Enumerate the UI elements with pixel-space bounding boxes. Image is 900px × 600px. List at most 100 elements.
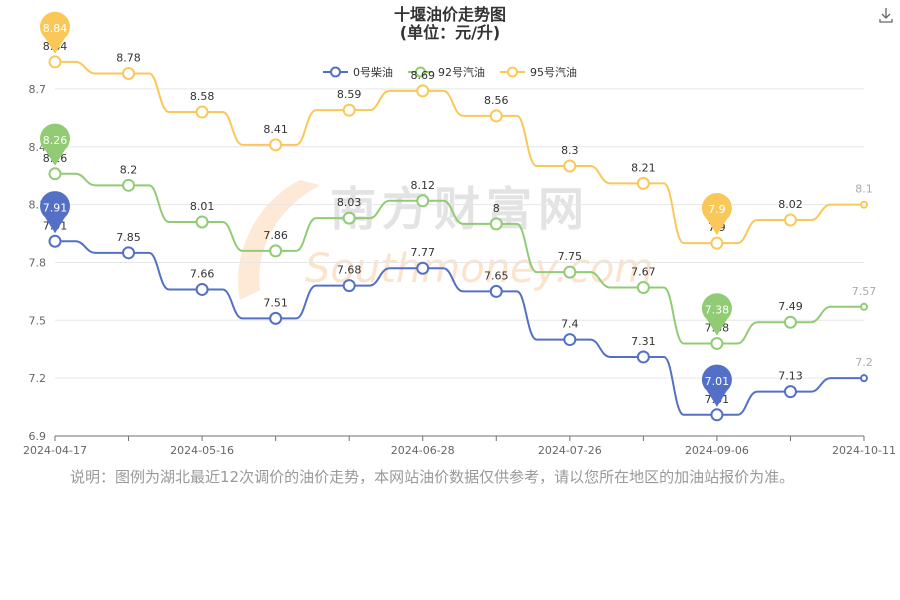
data-point[interactable]	[122, 178, 136, 192]
grid: 6.97.27.57.88.18.48.7	[29, 83, 864, 443]
pin-label: 8.84	[43, 22, 68, 35]
legend: 0号柴油 92号汽油 95号汽油	[323, 65, 577, 79]
data-label: 8.02	[778, 198, 803, 211]
data-label: 7.65	[484, 269, 509, 282]
data-label: 7.86	[263, 229, 288, 242]
data-point[interactable]	[860, 302, 868, 311]
data-label: 7.49	[778, 300, 803, 313]
data-label: 7.4	[561, 318, 579, 331]
data-label: 7.51	[263, 296, 288, 309]
data-point[interactable]	[783, 385, 797, 399]
pin-label: 7.01	[705, 375, 730, 388]
series-group: 7.91 7.85 7.66 7.51 7.68 7.77 7.65 7.4 7.31 7.01 7…	[43, 40, 877, 422]
data-label: 8.03	[337, 196, 362, 209]
download-icon[interactable]	[877, 6, 895, 24]
data-point[interactable]	[48, 167, 62, 181]
pin-max	[40, 191, 70, 234]
data-point[interactable]	[342, 103, 356, 117]
pin-label: 7.91	[43, 201, 68, 214]
x-tick-label: 2024-07-26	[538, 444, 602, 457]
data-point[interactable]	[342, 211, 356, 225]
pin-min	[701, 364, 732, 407]
data-point[interactable]	[489, 284, 503, 298]
data-label: 8.59	[337, 88, 362, 101]
data-point[interactable]	[122, 246, 136, 260]
pin-max	[40, 11, 71, 54]
data-point[interactable]	[636, 176, 650, 190]
legend-label[interactable]: 0号柴油	[353, 65, 393, 79]
data-point[interactable]	[48, 55, 62, 69]
data-label: 8.1	[855, 183, 873, 196]
data-label: 7.67	[631, 266, 656, 279]
legend-label[interactable]: 95号汽油	[530, 65, 577, 79]
data-point[interactable]	[636, 350, 650, 364]
watermark-url: Southmoney.com	[305, 246, 653, 292]
data-point[interactable]	[710, 336, 724, 350]
data-point[interactable]	[269, 244, 283, 258]
data-label: 8.56	[484, 94, 509, 107]
data-label: 7.75	[558, 250, 583, 263]
data-point[interactable]	[122, 66, 136, 80]
data-point[interactable]	[563, 265, 577, 279]
y-tick-label: 7.5	[29, 314, 47, 327]
watermark: 南方财富网 Southmoney.com	[238, 180, 653, 300]
data-label: 7.13	[778, 370, 803, 383]
data-point[interactable]	[563, 333, 577, 347]
data-point[interactable]	[416, 84, 430, 98]
pin-min	[701, 293, 732, 336]
pin-label: 7.38	[705, 303, 730, 316]
data-point[interactable]	[195, 215, 209, 229]
data-point[interactable]	[636, 281, 650, 295]
data-point[interactable]	[860, 200, 868, 209]
series-line-1	[55, 172, 864, 345]
data-point[interactable]	[783, 315, 797, 329]
data-label: 7.66	[190, 267, 215, 280]
data-point[interactable]	[342, 279, 356, 293]
chart-title: 十堰油价走势图	[394, 5, 506, 24]
data-label: 8.3	[561, 144, 579, 157]
chart-subtitle: (单位：元/升)	[400, 23, 500, 42]
data-label: 7.57	[852, 285, 877, 298]
data-point[interactable]	[195, 105, 209, 119]
x-tick-label: 2024-10-11	[832, 444, 896, 457]
data-point[interactable]	[563, 159, 577, 173]
data-point[interactable]	[710, 408, 724, 422]
data-label: 7.31	[631, 335, 656, 348]
data-point[interactable]	[710, 236, 724, 250]
series-line-2	[55, 60, 864, 245]
legend-label[interactable]: 92号汽油	[438, 65, 485, 79]
pin-label: 8.26	[43, 134, 68, 147]
legend-marker	[330, 66, 341, 78]
data-point[interactable]	[489, 217, 503, 231]
axes: 2024-04-17 2024-05-16 2024-06-28 2024-07-26…	[23, 435, 896, 457]
x-tick-label: 2024-09-06	[685, 444, 749, 457]
series-line-0	[55, 240, 864, 416]
data-point[interactable]	[416, 194, 430, 208]
data-point[interactable]	[269, 138, 283, 152]
x-tick-label: 2024-05-16	[170, 444, 234, 457]
data-point[interactable]	[269, 311, 283, 325]
data-point[interactable]	[416, 261, 430, 275]
data-label: 8.01	[190, 200, 215, 213]
pins-group: 7.91 7.01 8.26 7.38 8.84 7.9	[40, 11, 732, 407]
y-tick-label: 8.7	[29, 83, 47, 96]
data-point[interactable]	[489, 109, 503, 123]
legend-marker	[415, 66, 426, 78]
data-label: 8	[493, 202, 500, 215]
data-point[interactable]	[195, 282, 209, 296]
data-label: 7.68	[337, 264, 362, 277]
chart-note: 说明：图例为湖北最近12次调价的油价走势，本网站油价数据仅供参考，请以您所在地区…	[70, 468, 795, 486]
data-label: 8.41	[263, 123, 288, 136]
pin-min	[701, 192, 732, 236]
x-tick-label: 2024-06-28	[391, 444, 455, 457]
data-point[interactable]	[783, 213, 797, 227]
y-tick-label: 6.9	[29, 430, 47, 443]
pin-label: 7.9	[708, 203, 726, 216]
watermark-swoosh	[238, 180, 320, 300]
x-tick-label: 2024-04-17	[23, 444, 87, 457]
data-point[interactable]	[48, 234, 62, 248]
watermark-brand: 南方财富网	[330, 182, 590, 236]
data-label: 8.12	[410, 179, 435, 192]
data-point[interactable]	[860, 374, 868, 383]
